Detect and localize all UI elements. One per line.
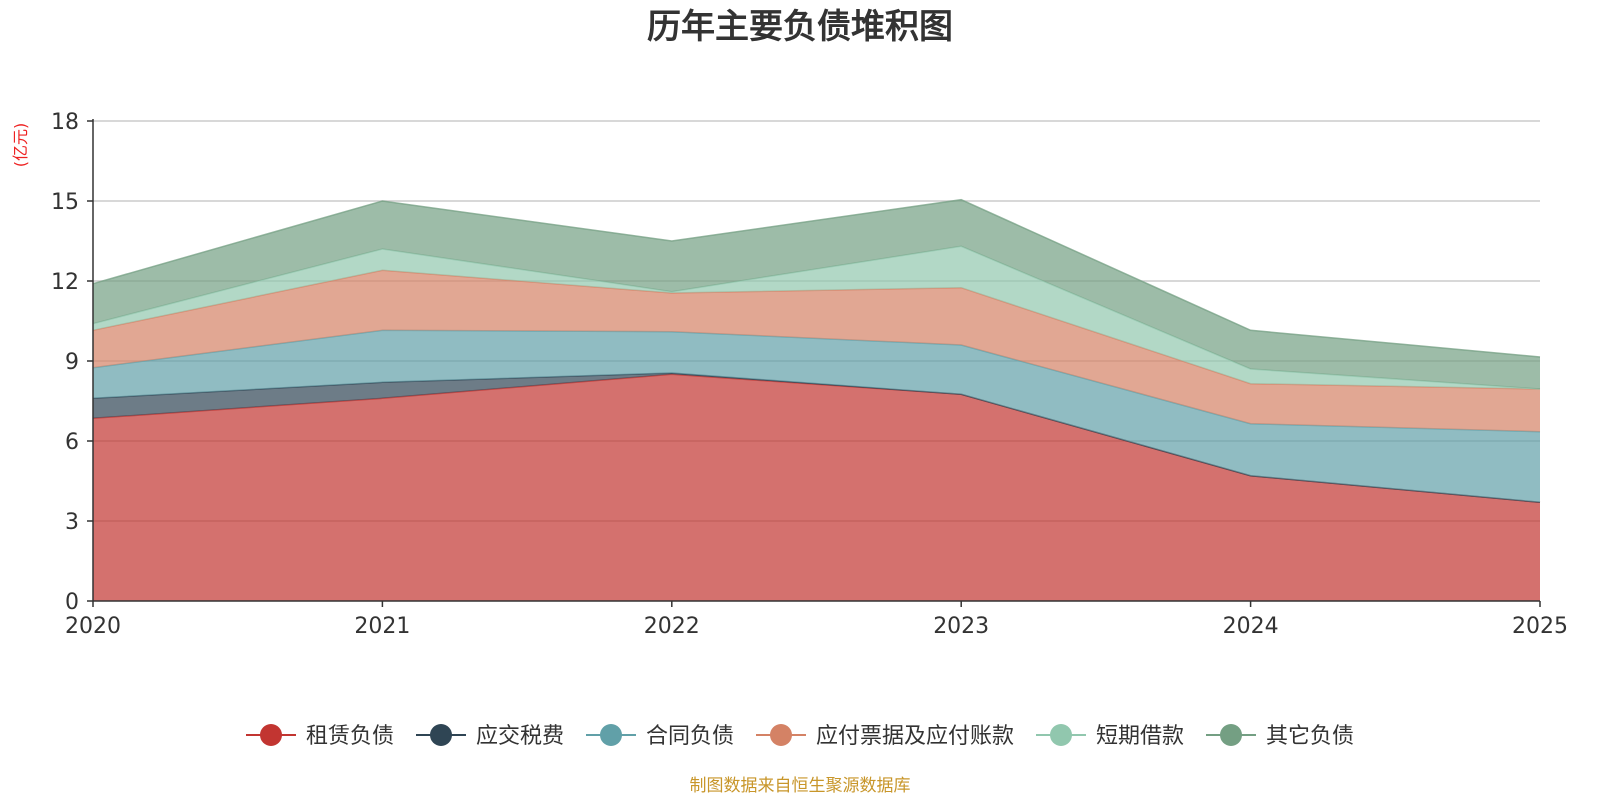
legend-item-6[interactable]: 其它负债: [1206, 724, 1354, 749]
legend-circle-icon: [600, 724, 622, 746]
legend-label: 短期借款: [1096, 724, 1184, 749]
area-series-3[interactable]: [93, 330, 1540, 503]
area-series-1[interactable]: [93, 374, 1540, 601]
x-tick-label: 2022: [644, 614, 700, 639]
series-line-6: [92, 198, 1541, 358]
area-series-4[interactable]: [93, 270, 1540, 432]
x-tick-label: 2025: [1512, 614, 1568, 639]
legend-label: 其它负债: [1266, 724, 1354, 749]
axes: 0 3 6 9 12 15 18 2020 2021 2022 2023 2024 2025: [51, 110, 1568, 639]
area-series-5[interactable]: [93, 246, 1540, 389]
legend-item-2[interactable]: 应交税费: [416, 724, 564, 749]
x-tick-label: 2020: [65, 614, 121, 639]
legend[interactable]: 租赁负债 应交税费 合同负债 应付票据及应付账款 短期借款 其它负债: [246, 724, 1354, 749]
legend-circle-icon: [1220, 724, 1242, 746]
area-series-6[interactable]: [93, 199, 1540, 389]
y-tick-label: 12: [51, 270, 79, 295]
legend-circle-icon: [430, 724, 452, 746]
y-tick-label: 15: [51, 190, 79, 215]
y-tick-label: 18: [51, 110, 79, 135]
source-note: 制图数据来自恒生聚源数据库: [690, 776, 911, 796]
legend-item-5[interactable]: 短期借款: [1036, 724, 1184, 749]
legend-circle-icon: [260, 724, 282, 746]
area-series-layer: [92, 198, 1541, 601]
legend-label: 合同负债: [646, 724, 734, 749]
legend-label: 应交税费: [476, 724, 564, 749]
chart-title: 历年主要负债堆积图: [647, 7, 953, 47]
legend-item-4[interactable]: 应付票据及应付账款: [756, 724, 1014, 749]
legend-label: 租赁负债: [306, 724, 394, 749]
x-tick-label: 2023: [933, 614, 989, 639]
legend-label: 应付票据及应付账款: [816, 724, 1014, 749]
y-axis-unit-label: (亿元): [11, 123, 30, 168]
y-tick-label: 0: [65, 590, 79, 615]
legend-circle-icon: [1050, 724, 1072, 746]
legend-item-3[interactable]: 合同负债: [586, 724, 734, 749]
legend-item-1[interactable]: 租赁负债: [246, 724, 394, 749]
y-tick-label: 6: [65, 430, 79, 455]
y-tick-label: 3: [65, 510, 79, 535]
x-tick-label: 2024: [1223, 614, 1279, 639]
y-tick-label: 9: [65, 350, 79, 375]
legend-circle-icon: [770, 724, 792, 746]
x-tick-label: 2021: [354, 614, 410, 639]
